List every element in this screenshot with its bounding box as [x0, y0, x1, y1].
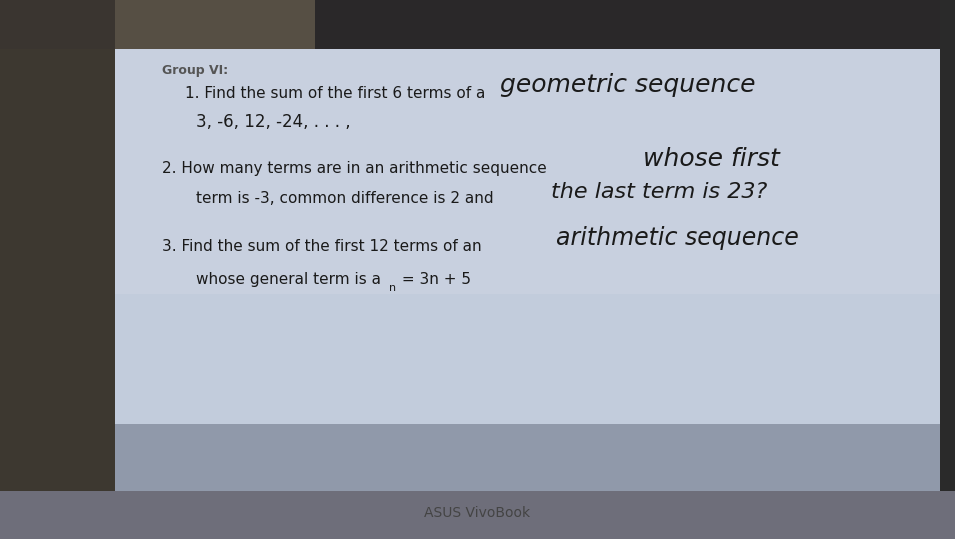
Text: n: n — [389, 283, 396, 293]
Bar — [115, 49, 940, 494]
Text: 2. How many terms are in an arithmetic sequence: 2. How many terms are in an arithmetic s… — [162, 161, 552, 176]
Text: 3. Find the sum of the first 12 terms of an: 3. Find the sum of the first 12 terms of… — [162, 239, 486, 254]
Bar — [0, 491, 955, 539]
Text: arithmetic sequence: arithmetic sequence — [556, 226, 798, 250]
Bar — [940, 0, 955, 539]
Bar — [0, 0, 115, 49]
Bar — [0, 0, 115, 539]
Text: the last term is 23?: the last term is 23? — [551, 182, 767, 202]
Text: ASUS VivoBook: ASUS VivoBook — [424, 506, 530, 520]
Bar — [115, 0, 940, 49]
Text: whose first: whose first — [643, 147, 779, 171]
Bar — [115, 0, 315, 49]
Text: term is -3, common difference is 2 and: term is -3, common difference is 2 and — [196, 191, 499, 206]
Text: 1. Find the sum of the first 6 terms of a: 1. Find the sum of the first 6 terms of … — [185, 86, 490, 101]
Text: Group VI:: Group VI: — [162, 64, 228, 77]
Text: = 3n + 5: = 3n + 5 — [397, 272, 471, 287]
Bar — [115, 424, 940, 494]
Text: geometric sequence: geometric sequence — [500, 73, 755, 97]
Text: whose general term is a: whose general term is a — [196, 272, 381, 287]
Bar — [115, 294, 940, 494]
Text: 3, -6, 12, -24, . . . ,: 3, -6, 12, -24, . . . , — [196, 113, 350, 131]
